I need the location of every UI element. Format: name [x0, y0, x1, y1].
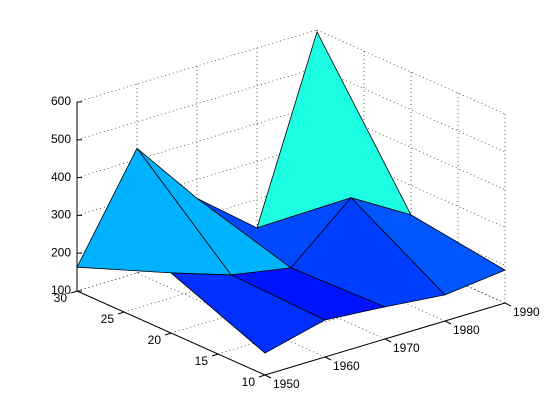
- grid-line: [76, 29, 318, 103]
- surface-face: [170, 272, 326, 354]
- x-tick: [444, 320, 452, 325]
- y-tick: [164, 332, 172, 336]
- z-tick-label: 600: [51, 94, 71, 108]
- y-tick: [70, 290, 78, 294]
- x-tick-label: 1950: [273, 377, 300, 391]
- y-tick-label: 30: [54, 291, 68, 305]
- y-tick: [117, 311, 125, 315]
- y-tick-label: 15: [195, 354, 209, 368]
- x-tick: [504, 302, 512, 307]
- y-tick: [258, 374, 266, 378]
- y-tick: [211, 353, 219, 357]
- grid-line: [76, 105, 318, 178]
- x-tick-label: 1980: [453, 323, 480, 337]
- z-tick-label: 400: [51, 170, 71, 184]
- z-tick-label: 200: [51, 245, 71, 259]
- surface-face: [256, 31, 412, 229]
- x-tick: [264, 374, 272, 379]
- grid-line: [76, 143, 318, 216]
- y-tick-label: 25: [101, 312, 115, 326]
- x-tick-label: 1990: [513, 305, 540, 319]
- z-tick-label: 300: [51, 208, 71, 222]
- x-tick-label: 1960: [333, 359, 360, 373]
- x-tick: [324, 356, 332, 361]
- y-tick-label: 10: [242, 375, 256, 389]
- x-tick-label: 1970: [393, 341, 420, 355]
- y-tick-label: 20: [148, 333, 162, 347]
- grid-line: [76, 67, 318, 141]
- z-tick-label: 500: [51, 132, 71, 146]
- z-tick-label: 100: [51, 283, 71, 297]
- x-tick: [384, 338, 392, 343]
